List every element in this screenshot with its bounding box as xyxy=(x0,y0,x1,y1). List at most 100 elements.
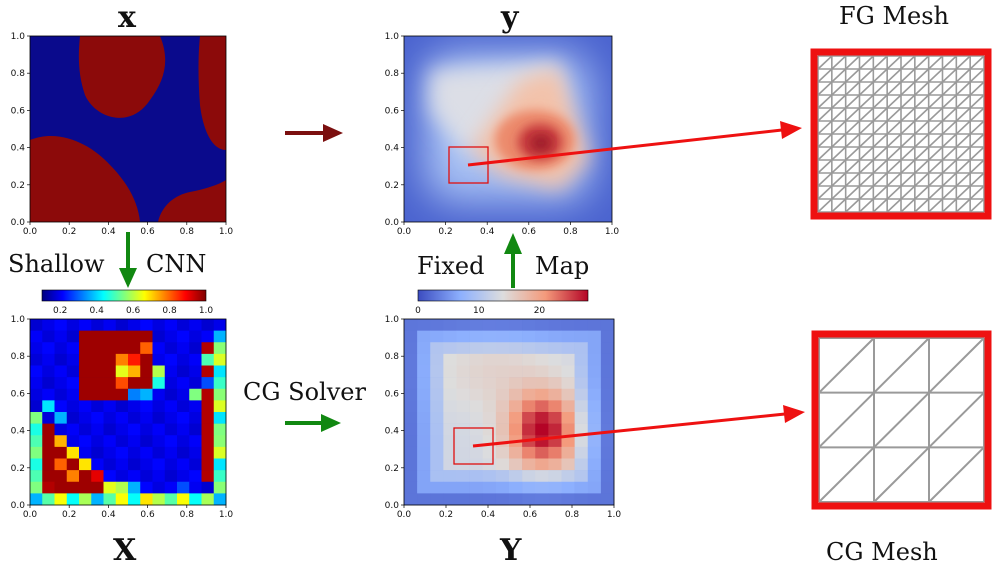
grid-cell xyxy=(140,423,153,436)
grid-cell xyxy=(574,365,589,378)
grid-cell xyxy=(456,412,470,424)
grid-cell xyxy=(213,319,227,331)
grid-cell xyxy=(103,342,117,355)
grid-cell xyxy=(417,481,431,494)
grid-cell xyxy=(600,458,615,471)
mesh-diagonal xyxy=(969,81,985,96)
grid-cell xyxy=(469,365,484,378)
mesh-diagonal xyxy=(817,198,833,213)
grid-cell xyxy=(213,423,227,436)
grid-cell xyxy=(140,470,153,483)
grid-cell xyxy=(213,353,227,366)
mesh-diagonal xyxy=(914,68,930,83)
grid-cell xyxy=(404,423,418,436)
grid-cell xyxy=(79,481,92,494)
plot-y: 0.00.0 0.2 0.2 0.4 0.4 0.6 0.6 0.8 0.8 1.0 1.0 xyxy=(385,32,620,237)
mesh-diagonal xyxy=(900,172,916,187)
grid-cell xyxy=(404,365,418,378)
grid-cell xyxy=(587,388,602,401)
grid-cell xyxy=(456,446,470,459)
grid-cell xyxy=(115,330,129,343)
grid-cell xyxy=(164,470,178,483)
grid-cell xyxy=(213,481,227,494)
grid-cell xyxy=(30,377,43,390)
mesh-diagonal xyxy=(817,120,833,135)
x-tick-label: 0.8 xyxy=(180,510,195,520)
grid-cell xyxy=(495,400,510,413)
label-cg-mesh: CG Mesh xyxy=(826,538,938,566)
grid-cell xyxy=(417,470,431,483)
grid-cell xyxy=(54,435,68,448)
mesh-diagonal xyxy=(873,391,930,449)
x-tick-label: 0.6 xyxy=(140,510,155,520)
grid-cell xyxy=(561,377,575,390)
grid-cell xyxy=(600,481,615,494)
grid-cell xyxy=(469,446,484,459)
y-tick-label: 0.4 xyxy=(385,144,400,154)
grid-cell xyxy=(115,435,129,448)
grid-cell xyxy=(469,481,484,494)
grid-cell xyxy=(482,330,497,343)
mesh-diagonal xyxy=(817,172,833,187)
grid-cell xyxy=(482,365,497,378)
mesh-diagonal xyxy=(928,337,985,394)
grid-cell xyxy=(103,330,117,343)
grid-cell xyxy=(561,470,575,483)
grid-cell xyxy=(189,435,202,448)
grid-cell xyxy=(42,423,55,436)
mesh-diagonal xyxy=(914,172,930,187)
grid-cell xyxy=(66,400,80,413)
grid-cell xyxy=(66,377,80,390)
grid-cell xyxy=(548,458,562,471)
grid-cell xyxy=(482,423,497,436)
mesh-diagonal xyxy=(928,172,944,187)
grid-cell xyxy=(522,423,536,436)
mesh-diagonal xyxy=(941,159,957,174)
coarse-grid-cells xyxy=(404,319,615,506)
grid-cell xyxy=(213,342,227,355)
x-tick-label: 0.0 xyxy=(397,227,412,237)
x-tick-label: 0.6 xyxy=(523,510,538,520)
grid-cell xyxy=(495,319,510,331)
grid-cell xyxy=(189,400,202,413)
grid-cell xyxy=(495,342,510,355)
x-tick-label: 0.4 xyxy=(480,227,495,237)
grid-cell xyxy=(201,319,215,331)
grid-cell xyxy=(91,446,104,459)
grid-cell xyxy=(152,470,166,483)
grid-cell xyxy=(177,493,190,506)
mesh-diagonal xyxy=(955,198,971,213)
mesh-diagonal xyxy=(886,107,902,122)
mesh-diagonal xyxy=(858,55,874,70)
grid-cell xyxy=(66,481,80,494)
label-fixed: Fixed xyxy=(417,252,485,280)
mesh-diagonal xyxy=(900,185,916,200)
y-tick-label: 0.2 xyxy=(385,464,399,474)
label-y-top: y xyxy=(501,0,519,35)
grid-cell xyxy=(443,400,457,413)
grid-cell xyxy=(66,493,80,506)
y-tick-label: 0.6 xyxy=(385,106,400,116)
grid-cell xyxy=(103,493,117,506)
mesh-diagonal xyxy=(914,146,930,161)
grid-cell xyxy=(152,319,166,331)
y-tick-label: 0.8 xyxy=(385,352,400,362)
grid-cell xyxy=(91,481,104,494)
mesh-diagonal xyxy=(928,185,944,200)
grid-cell xyxy=(417,400,431,413)
mesh-diagonal xyxy=(955,133,971,148)
mesh-diagonal xyxy=(914,185,930,200)
grid-cell xyxy=(152,481,166,494)
mesh-diagonal xyxy=(941,55,957,70)
grid-cell xyxy=(574,388,589,401)
grid-cell xyxy=(30,400,43,413)
grid-cell xyxy=(30,470,43,483)
grid-cell xyxy=(430,435,444,448)
mesh-diagonal xyxy=(928,55,944,70)
grid-cell xyxy=(482,435,497,448)
mesh-diagonal xyxy=(914,55,930,70)
grid-cell xyxy=(201,388,215,401)
grid-cell xyxy=(600,470,615,483)
grid-cell xyxy=(535,400,549,413)
